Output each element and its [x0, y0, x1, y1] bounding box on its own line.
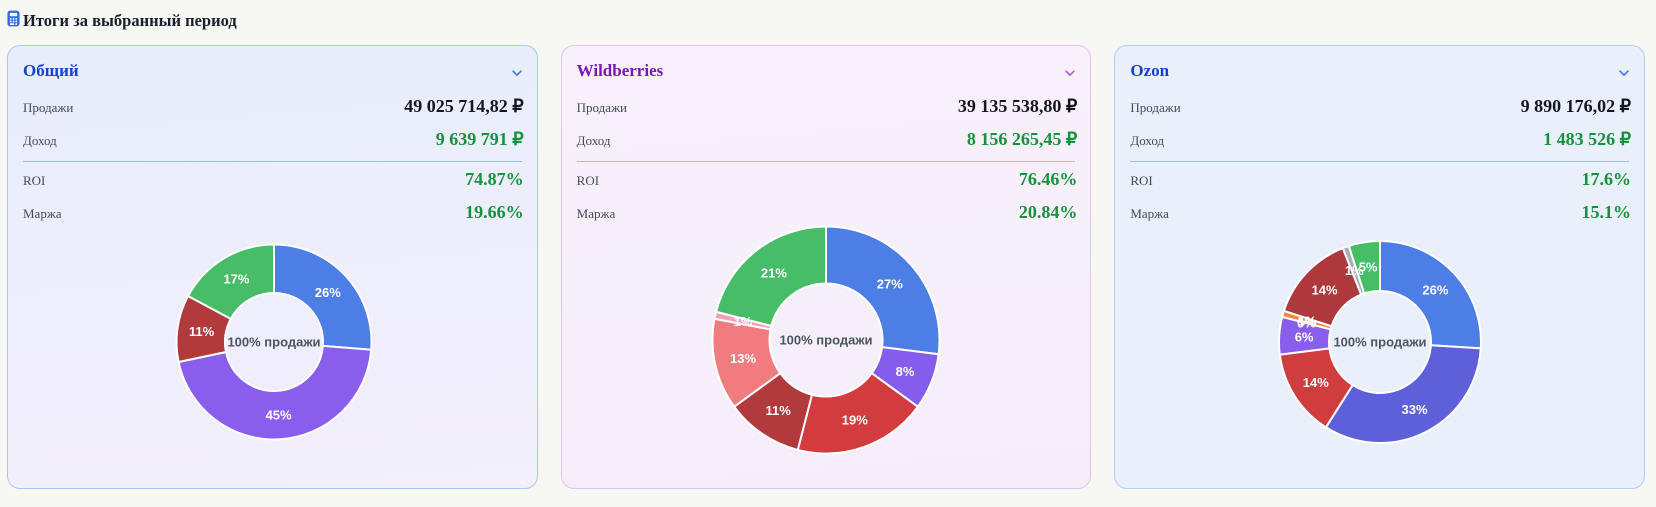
svg-text:8%: 8%: [895, 364, 914, 379]
svg-text:26%: 26%: [315, 285, 341, 300]
svg-text:19%: 19%: [841, 413, 867, 428]
svg-text:11%: 11%: [765, 403, 791, 418]
svg-text:100% продажи: 100% продажи: [227, 335, 320, 350]
svg-text:1%: 1%: [1345, 263, 1364, 278]
svg-text:11%: 11%: [189, 324, 215, 339]
svg-text:26%: 26%: [1423, 283, 1449, 298]
svg-text:100% продажи: 100% продажи: [1334, 335, 1427, 350]
svg-text:45%: 45%: [266, 408, 292, 423]
svg-text:1%: 1%: [1298, 313, 1317, 328]
svg-text:13%: 13%: [730, 351, 756, 366]
svg-text:6%: 6%: [1295, 330, 1314, 345]
svg-text:17%: 17%: [223, 272, 249, 287]
svg-text:14%: 14%: [1312, 283, 1338, 298]
svg-text:27%: 27%: [876, 276, 902, 291]
svg-text:5%: 5%: [1359, 259, 1378, 274]
svg-text:100% продажи: 100% продажи: [779, 333, 872, 348]
svg-text:14%: 14%: [1303, 375, 1329, 390]
svg-text:33%: 33%: [1402, 402, 1428, 417]
svg-text:21%: 21%: [761, 265, 787, 280]
svg-text:1%: 1%: [733, 314, 752, 329]
svg-text:0%: 0%: [1297, 316, 1316, 331]
